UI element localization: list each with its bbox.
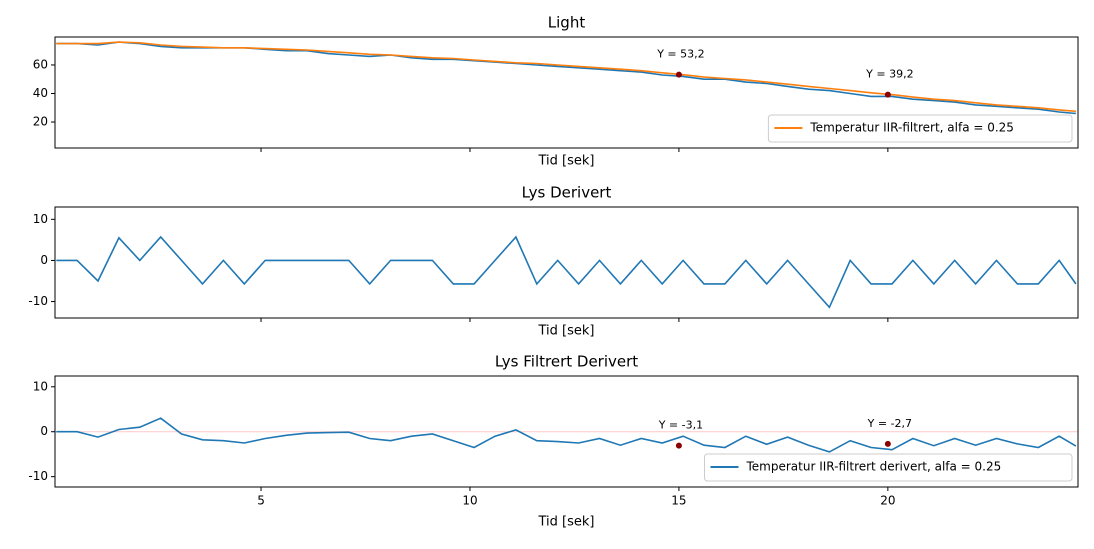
subplot-title: Lys Derivert <box>522 184 612 202</box>
axes-frame <box>54 375 1079 488</box>
subplot: Light 20 40 60 Tid [sek] Y = 53,2 Y = 39,2 Temp… <box>33 14 1079 169</box>
annotation-label: Y = 39,2 <box>865 68 913 81</box>
x-tick-label: 15 <box>671 494 686 508</box>
legend: Temperatur IIR-filtrert, alfa = 0.25 <box>767 114 1073 143</box>
legend: Temperatur IIR-filtrert derivert, alfa =… <box>704 453 1073 482</box>
y-tick-label: 0 <box>40 253 48 267</box>
y-tick-label: 10 <box>33 212 48 226</box>
annotation-marker <box>675 442 682 449</box>
annotation-marker <box>675 71 682 78</box>
annotation-label: Y = 53,2 <box>656 48 704 61</box>
y-tick-label: 20 <box>33 115 48 129</box>
axes-frame <box>54 36 1079 149</box>
legend-label: Temperatur IIR-filtrert, alfa = 0.25 <box>809 121 1014 135</box>
subplot-title: Light <box>548 14 586 32</box>
axes-frame <box>54 206 1079 319</box>
subplot-title: Lys Filtrert Derivert <box>495 353 638 371</box>
legend-box <box>704 453 1073 482</box>
x-axis-label: Tid [sek] <box>538 154 595 169</box>
plot-area <box>56 417 1077 453</box>
series-line <box>56 41 1076 115</box>
x-tick-label: 10 <box>462 494 477 508</box>
annotation-label: Y = -3,1 <box>658 419 703 432</box>
legend-box <box>767 114 1073 143</box>
x-axis-label: Tid [sek] <box>538 324 595 339</box>
series-line <box>56 235 1077 309</box>
y-tick-label: 40 <box>33 86 48 100</box>
annotation-label: Y = -2,7 <box>867 417 912 430</box>
y-tick-label: -10 <box>28 294 48 308</box>
x-tick-label: 20 <box>880 494 895 508</box>
annotation-marker <box>884 91 891 98</box>
plot-area <box>56 235 1077 309</box>
legend-label: Temperatur IIR-filtrert derivert, alfa =… <box>746 460 1002 474</box>
series-line <box>56 417 1077 453</box>
y-tick-label: -10 <box>28 469 48 483</box>
x-axis-label: Tid [sek] <box>538 515 595 530</box>
subplot: Lys Filtrert Derivert -10 0 10 5 10 15 20 Tid [s… <box>28 353 1079 530</box>
x-tick-label: 5 <box>257 494 265 508</box>
subplot: Lys Derivert -10 0 10 Tid [sek] <box>28 184 1079 339</box>
series-line <box>56 41 1076 113</box>
y-tick-label: 10 <box>33 379 48 393</box>
plot-area <box>56 41 1076 115</box>
annotation-marker <box>884 440 891 447</box>
y-tick-label: 60 <box>33 57 48 71</box>
y-tick-label: 0 <box>40 424 48 438</box>
